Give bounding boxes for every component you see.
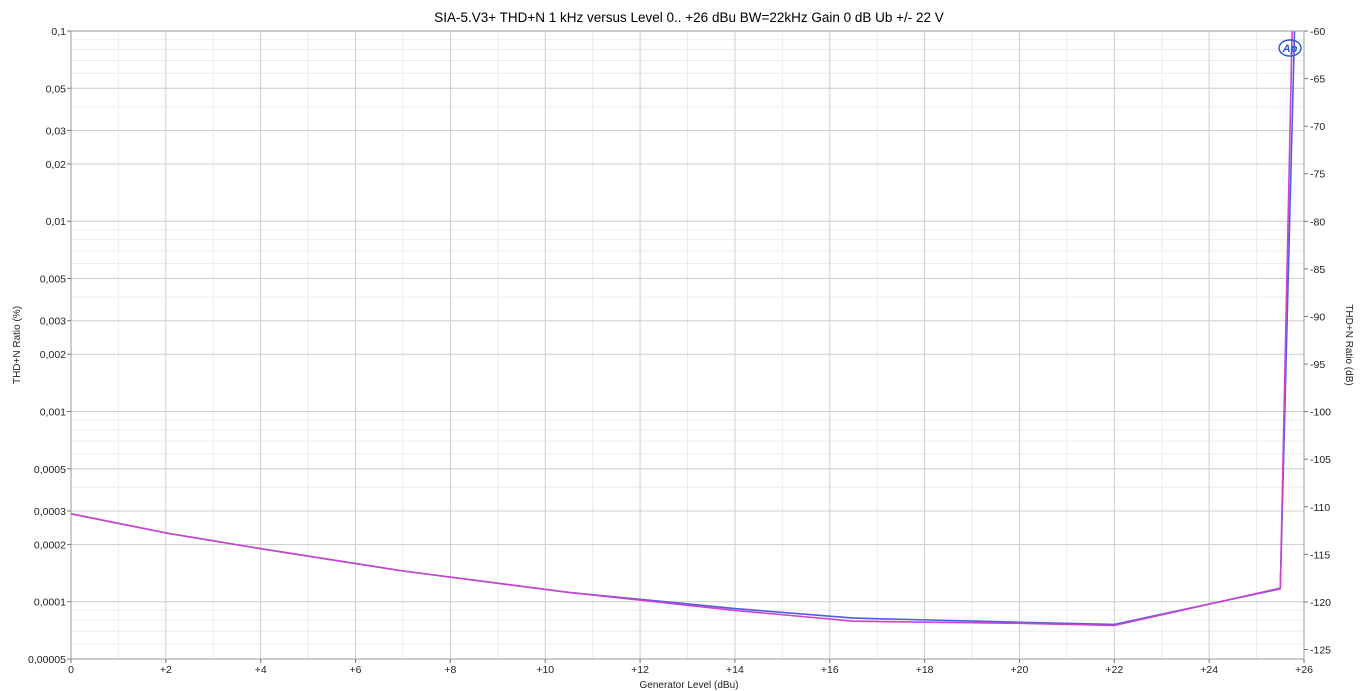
y-left-tick-label: 0,0005 [34,464,66,476]
x-tick-label: +22 [1105,664,1123,676]
y-left-tick-label: 0,01 [46,216,67,228]
y-right-tick-label: -90 [1310,311,1325,323]
y-left-tick-label: 0,03 [46,125,67,137]
y-right-tick-label: -100 [1310,407,1331,419]
series-line-1 [71,31,1296,626]
y-left-tick-label: 0,0001 [34,597,66,609]
y-right-tick-label: -115 [1310,549,1330,561]
svg-text:Ap: Ap [1282,43,1298,55]
y-left-tick-label: 0,005 [40,274,66,286]
y-axis-left-ticks: 0,1 0,05 0,03 0,02 0,01 0,005 0,003 0,002 0,001 0… [28,26,71,666]
y-right-tick-label: -110 [1310,502,1330,514]
y-left-tick-label: 0,02 [46,159,67,171]
chart-title: SIA-5.V3+ THD+N 1 kHz versus Level 0.. +… [434,10,944,25]
y-right-tick-label: -105 [1310,454,1331,466]
y-right-tick-label: -75 [1310,169,1325,181]
grid [70,30,1305,660]
y-axis-right-ticks: -60 -65 -70 -75 -80 -85 -90 -95 -100 -105 -110 -115… [1304,26,1331,656]
y-axis-right-label: THD+N Ratio (dB) [1343,304,1354,385]
x-tick-label: +6 [350,664,362,676]
y-left-tick-label: 0,05 [46,83,67,95]
y-axis-left-label: THD+N Ratio (%) [12,306,23,384]
y-left-tick-label: 0,001 [40,406,66,418]
y-left-tick-label: 0,0002 [34,539,66,551]
x-tick-label: +26 [1295,664,1313,676]
x-tick-label: +2 [160,664,172,676]
x-axis-ticks: 0 +2 +4 +6 +8 +10 +12 +14 +16 +18 +20 +22 +24 +26 [68,659,1313,676]
y-left-tick-label: 0,0003 [34,506,66,518]
y-left-tick-label: 0,00005 [28,654,66,666]
plot-frame [70,30,1305,660]
series-lines [71,31,1296,627]
y-right-tick-label: -70 [1310,121,1325,133]
x-tick-label: +12 [631,664,649,676]
x-tick-label: +24 [1200,664,1218,676]
y-right-tick-label: -125 [1310,644,1331,656]
y-left-tick-label: 0,1 [51,26,66,38]
x-tick-label: +8 [444,664,456,676]
x-tick-label: +16 [821,664,839,676]
ap-logo-icon: Ap [1278,39,1302,57]
x-tick-label: +10 [536,664,554,676]
y-left-tick-label: 0,002 [40,349,66,361]
series-line-2 [71,31,1293,627]
y-right-tick-label: -120 [1310,597,1331,609]
x-tick-label: +18 [916,664,934,676]
y-right-tick-label: -80 [1310,216,1325,228]
x-tick-label: +20 [1011,664,1029,676]
y-right-tick-label: -60 [1310,26,1325,38]
x-tick-label: +14 [726,664,744,676]
x-axis-label: Generator Level (dBu) [640,680,739,691]
y-right-tick-label: -65 [1310,74,1325,86]
y-right-tick-label: -85 [1310,264,1325,276]
x-tick-label: 0 [68,664,74,676]
x-tick-label: +4 [255,664,267,676]
y-right-tick-label: -95 [1310,359,1325,371]
y-left-tick-label: 0,003 [40,316,66,328]
